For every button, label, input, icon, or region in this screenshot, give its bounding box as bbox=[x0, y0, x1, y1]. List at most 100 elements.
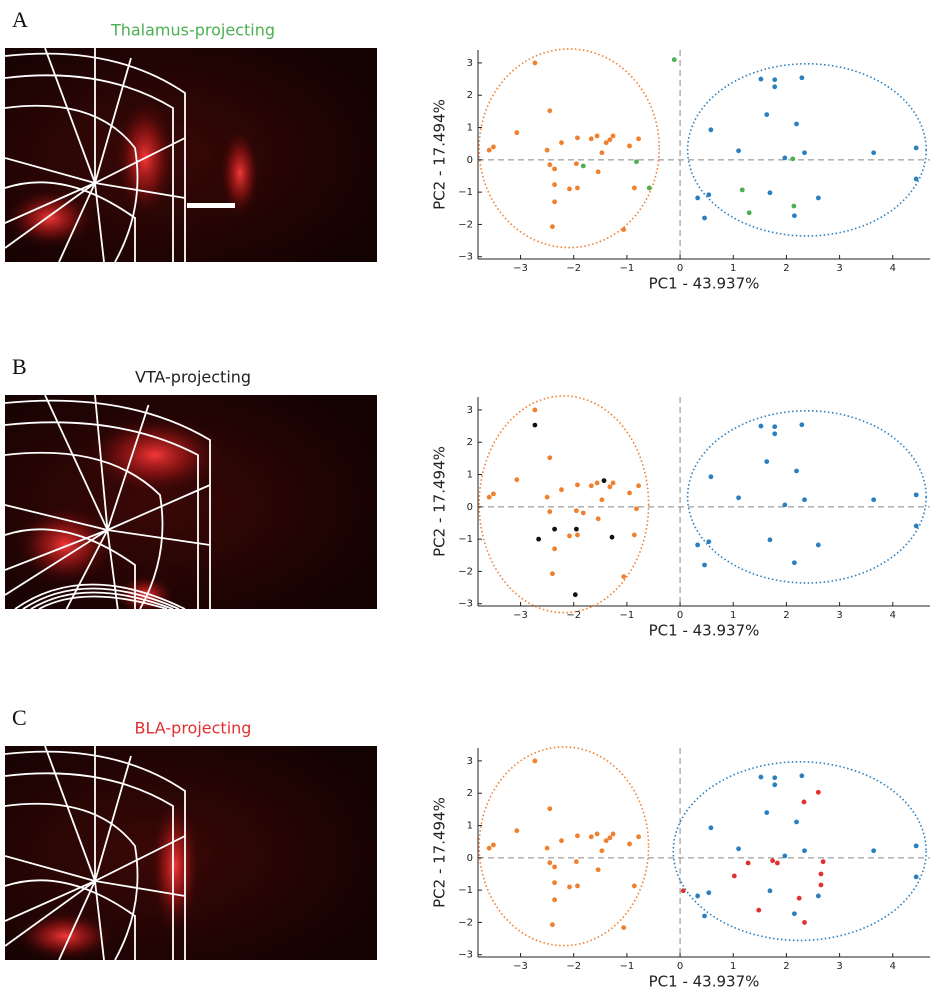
x-tick-label: −2 bbox=[566, 961, 581, 972]
point bbox=[708, 825, 714, 831]
image-title: VTA-projecting bbox=[135, 368, 251, 387]
point bbox=[772, 77, 778, 83]
point bbox=[758, 76, 764, 82]
image-content bbox=[5, 395, 377, 609]
point bbox=[772, 84, 778, 90]
point bbox=[871, 848, 877, 854]
point bbox=[552, 880, 557, 886]
point bbox=[621, 227, 627, 233]
point bbox=[607, 484, 613, 490]
atlas-line bbox=[107, 529, 211, 546]
point bbox=[575, 482, 580, 488]
point bbox=[547, 509, 553, 515]
point bbox=[913, 492, 919, 498]
point bbox=[736, 495, 741, 501]
scale-bar bbox=[187, 203, 235, 208]
point bbox=[547, 108, 553, 114]
point bbox=[799, 773, 805, 779]
brain-image bbox=[5, 746, 377, 960]
point bbox=[636, 834, 641, 840]
point bbox=[706, 539, 712, 545]
atlas-outline bbox=[5, 421, 199, 609]
point bbox=[756, 907, 762, 913]
point bbox=[802, 150, 807, 156]
point bbox=[567, 884, 572, 890]
point bbox=[636, 483, 641, 489]
point bbox=[559, 838, 564, 844]
point bbox=[603, 838, 609, 844]
point bbox=[794, 819, 799, 825]
point bbox=[782, 155, 788, 161]
point bbox=[610, 133, 616, 139]
atlas-line bbox=[65, 529, 109, 609]
point bbox=[575, 532, 580, 538]
brain-image bbox=[5, 395, 377, 609]
glow bbox=[85, 415, 225, 495]
atlas-line bbox=[94, 57, 132, 184]
point bbox=[599, 848, 605, 854]
point bbox=[547, 806, 553, 812]
point bbox=[767, 190, 773, 196]
atlas-outline bbox=[38, 595, 168, 609]
image-title: BLA-projecting bbox=[135, 719, 252, 738]
x-tick-label: −3 bbox=[513, 610, 528, 621]
point bbox=[815, 789, 821, 795]
point bbox=[607, 835, 613, 841]
point bbox=[913, 145, 919, 151]
panel-label: C bbox=[12, 705, 27, 730]
point bbox=[552, 526, 557, 532]
x-tick-label: 0 bbox=[677, 263, 683, 274]
point bbox=[636, 136, 641, 142]
point bbox=[544, 845, 550, 851]
atlas-outline bbox=[22, 587, 180, 609]
point bbox=[594, 480, 600, 486]
cluster-ellipse bbox=[672, 760, 927, 942]
point bbox=[695, 195, 701, 201]
point bbox=[772, 782, 778, 788]
point bbox=[607, 137, 613, 143]
point bbox=[820, 859, 826, 865]
x-tick-label: 3 bbox=[836, 610, 842, 621]
point bbox=[536, 536, 542, 542]
image-content bbox=[5, 746, 377, 960]
point bbox=[702, 562, 707, 568]
point bbox=[792, 911, 797, 917]
point bbox=[514, 477, 520, 483]
y-tick-label: 1 bbox=[467, 123, 473, 134]
atlas-outline bbox=[5, 104, 139, 262]
x-tick-label: 3 bbox=[836, 263, 842, 274]
point bbox=[609, 534, 615, 540]
x-tick-label: 2 bbox=[783, 263, 789, 274]
point bbox=[491, 491, 496, 497]
atlas-outline bbox=[5, 772, 174, 960]
y-tick-label: 3 bbox=[467, 58, 473, 69]
panel-label: A bbox=[12, 7, 28, 32]
point bbox=[567, 186, 572, 192]
image-content bbox=[5, 48, 377, 262]
point bbox=[559, 487, 564, 493]
point bbox=[913, 176, 919, 182]
point bbox=[532, 422, 538, 428]
point bbox=[627, 143, 632, 149]
point bbox=[799, 422, 805, 428]
atlas-line bbox=[94, 137, 186, 184]
y-axis-label: PC2 - 17.494% bbox=[431, 446, 449, 557]
y-tick-label: 0 bbox=[467, 502, 473, 513]
point bbox=[532, 407, 538, 413]
x-tick-label: −3 bbox=[513, 961, 528, 972]
point bbox=[610, 480, 616, 486]
point bbox=[767, 888, 773, 894]
atlas-line bbox=[107, 484, 211, 531]
point bbox=[550, 571, 555, 577]
y-tick-label: 0 bbox=[467, 155, 473, 166]
atlas-line bbox=[94, 755, 132, 882]
x-axis-label: PC1 - 43.937% bbox=[649, 973, 760, 990]
atlas-line bbox=[44, 746, 96, 882]
x-tick-label: −3 bbox=[513, 263, 528, 274]
point bbox=[671, 57, 677, 63]
x-tick-label: 1 bbox=[730, 263, 736, 274]
atlas-line bbox=[5, 529, 108, 596]
point bbox=[818, 882, 824, 888]
brain-image bbox=[5, 48, 377, 262]
